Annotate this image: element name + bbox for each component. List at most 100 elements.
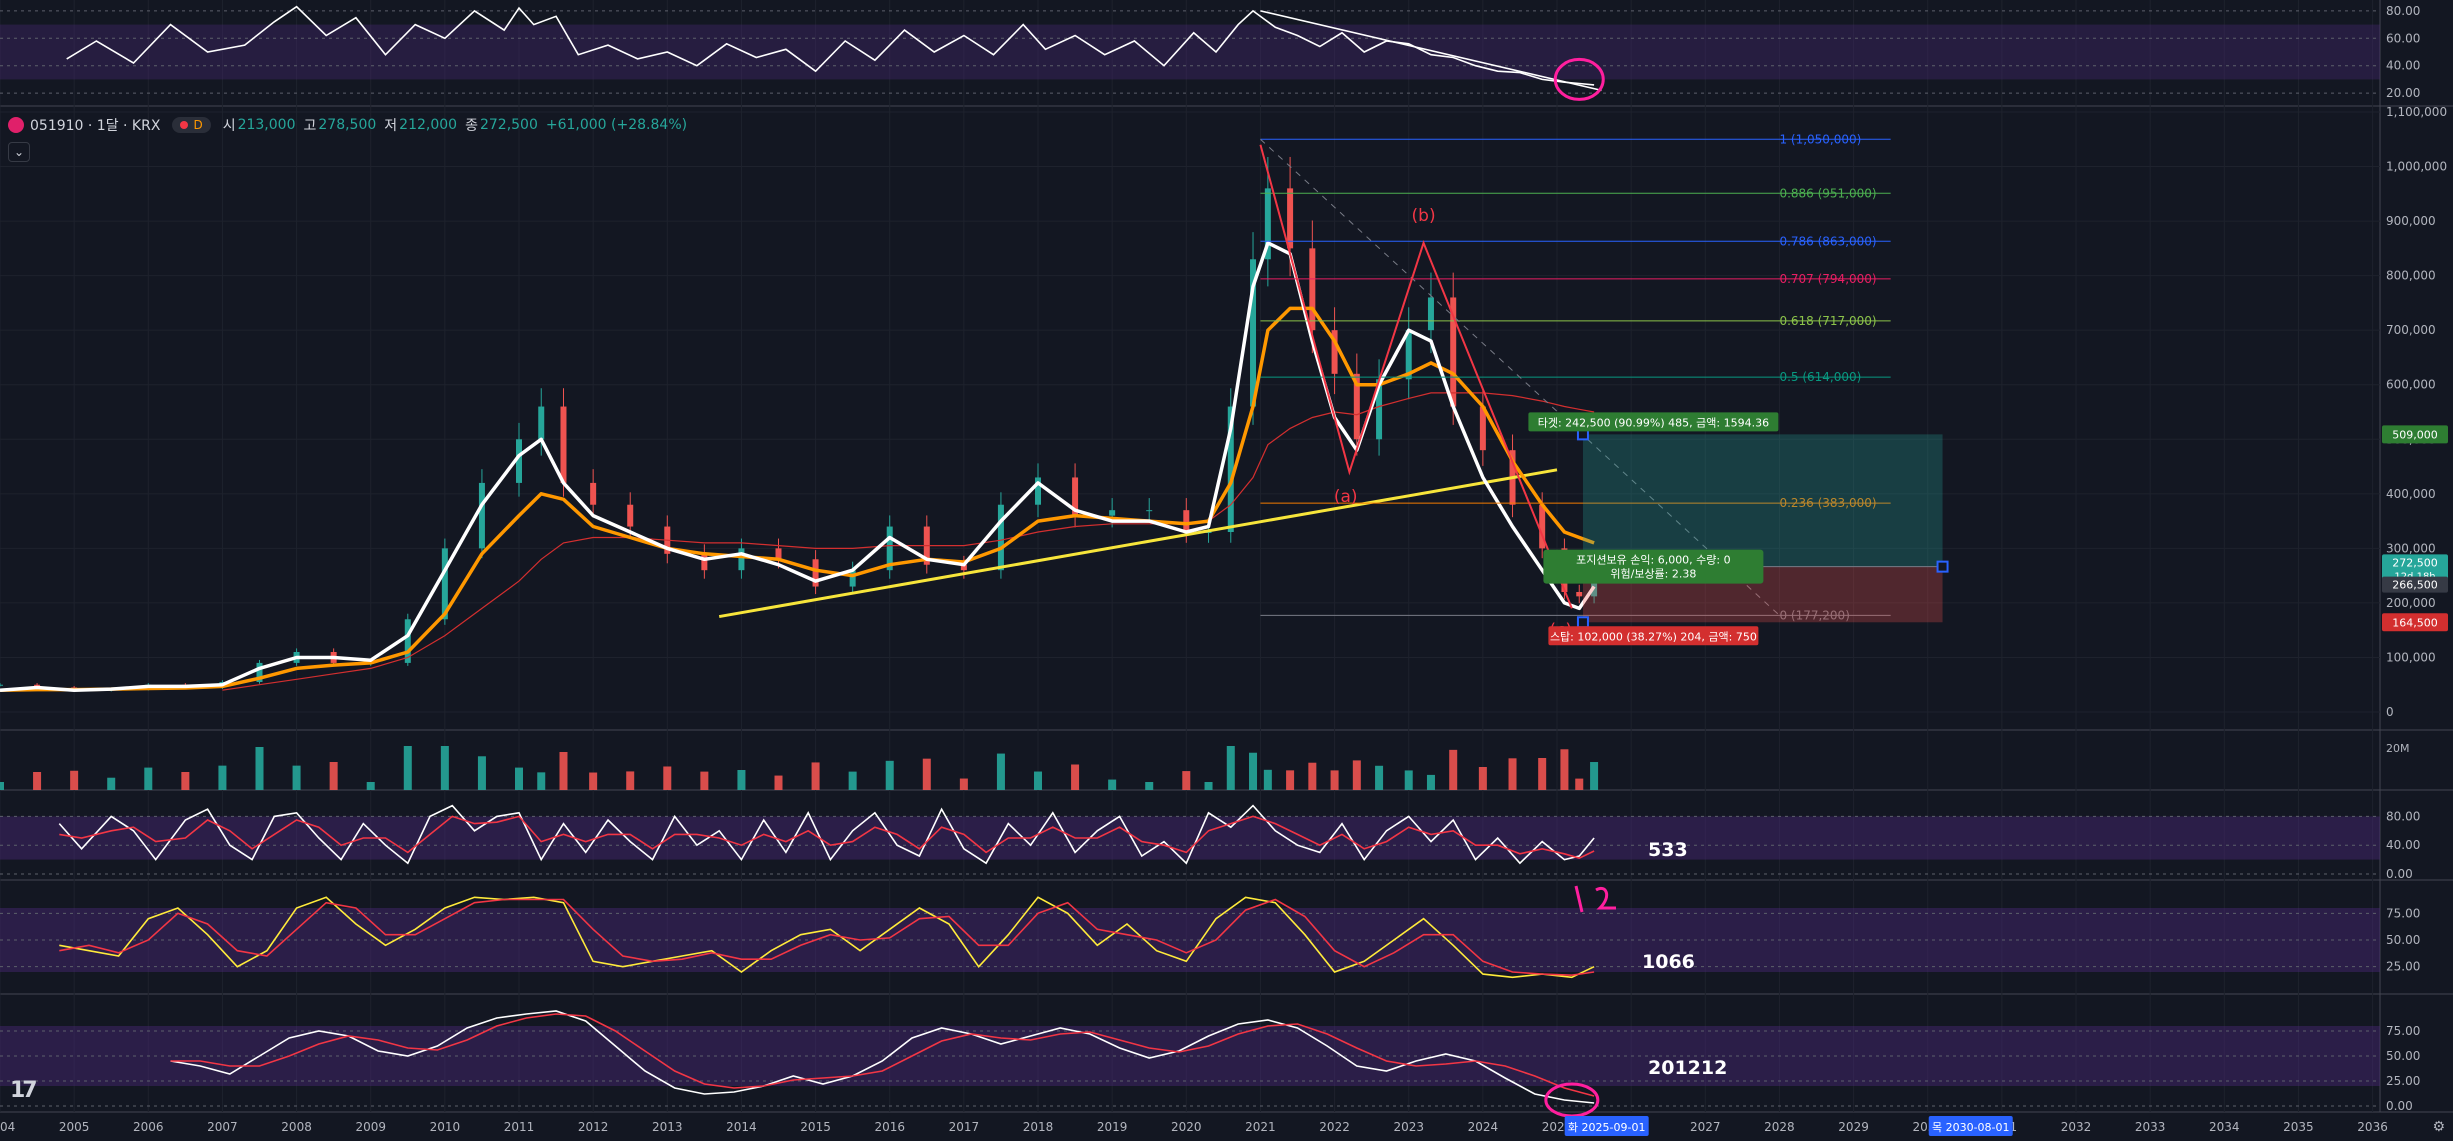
volume-bar bbox=[1590, 762, 1599, 790]
volume-bar bbox=[107, 777, 116, 790]
candle-body bbox=[1250, 259, 1257, 407]
candle-body bbox=[0, 684, 3, 686]
price-axis-tick: 700,000 bbox=[2386, 323, 2436, 337]
volume-bar bbox=[1249, 752, 1258, 790]
volume-axis-tick: 20M bbox=[2386, 742, 2410, 755]
badge-last: 272,500 bbox=[2392, 556, 2438, 569]
candle-body bbox=[1427, 297, 1434, 331]
top-axis-tick: 20.00 bbox=[2386, 86, 2420, 100]
stoch-axis-tick: 25.00 bbox=[2386, 1074, 2420, 1088]
volume-bar bbox=[1449, 749, 1458, 790]
volume-bar bbox=[366, 782, 375, 790]
time-axis-label: 2019 bbox=[1097, 1120, 1128, 1134]
change-value: +61,000 (+28.84%) bbox=[545, 117, 688, 133]
time-axis-label: 2032 bbox=[2061, 1120, 2092, 1134]
time-axis-label: 2005 bbox=[59, 1120, 90, 1134]
volume-bar bbox=[1071, 764, 1080, 790]
candle-body bbox=[627, 504, 634, 527]
time-axis-label: 2010 bbox=[430, 1120, 461, 1134]
volume-bar bbox=[1538, 758, 1547, 790]
status-pill[interactable]: D bbox=[172, 117, 211, 133]
fib-level-label: 0.786 (863,000) bbox=[1779, 234, 1876, 248]
volume-bar bbox=[70, 770, 79, 790]
volume-bar bbox=[1330, 770, 1339, 790]
time-axis-label: 2028 bbox=[1764, 1120, 1795, 1134]
price-axis-tick: 1,000,000 bbox=[2386, 160, 2447, 174]
stoch-annotation: 533 bbox=[1648, 839, 1688, 861]
volume-bar bbox=[33, 772, 42, 790]
candle-body bbox=[441, 548, 448, 620]
candle-body bbox=[1405, 330, 1412, 380]
price-axis-tick: 600,000 bbox=[2386, 378, 2436, 392]
stoch-line-main bbox=[170, 1010, 1595, 1104]
price-axis-tick: 800,000 bbox=[2386, 269, 2436, 283]
volume-bar bbox=[559, 752, 568, 790]
volume-bar bbox=[848, 771, 857, 790]
stoch-axis-tick: 0.00 bbox=[2386, 1099, 2413, 1113]
candle-body bbox=[1205, 532, 1212, 533]
volume-bar bbox=[885, 760, 894, 790]
badge-stop: 164,500 bbox=[2392, 616, 2438, 629]
fib-level-label: 1 (1,050,000) bbox=[1779, 132, 1861, 146]
time-axis-label: 2007 bbox=[207, 1120, 238, 1134]
stoch-band bbox=[0, 816, 2380, 860]
tradingview-logo-icon[interactable]: 17 bbox=[10, 1078, 38, 1103]
close-label: 종 bbox=[465, 118, 478, 134]
candle-body bbox=[560, 406, 567, 483]
gear-icon[interactable]: ⚙ bbox=[2432, 1119, 2445, 1135]
candle-body bbox=[1183, 510, 1190, 532]
candle-body bbox=[738, 548, 745, 571]
candle-body bbox=[886, 526, 893, 571]
time-axis-label: 2023 bbox=[1393, 1120, 1424, 1134]
badge-upper-bg bbox=[2382, 425, 2448, 444]
volume-bar bbox=[1352, 760, 1361, 790]
badge-stop-bg bbox=[2382, 613, 2448, 632]
volume-bar bbox=[996, 753, 1005, 790]
target-label-bg bbox=[1528, 412, 1779, 432]
volume-bar bbox=[1508, 758, 1517, 790]
candle-body bbox=[538, 406, 545, 440]
target-label: 타겟: 242,500 (90.99%) 485, 금액: 1594.36 bbox=[1538, 416, 1769, 429]
time-axis-label: 2016 bbox=[874, 1120, 905, 1134]
price-axis-tick: 900,000 bbox=[2386, 214, 2436, 228]
time-axis-label: 2014 bbox=[726, 1120, 757, 1134]
candle-body bbox=[812, 559, 819, 587]
candle-body bbox=[1035, 477, 1042, 505]
candle-body bbox=[849, 570, 856, 587]
badge-upper: 509,000 bbox=[2392, 428, 2438, 441]
volume-bar bbox=[626, 771, 635, 790]
volume-bar bbox=[700, 771, 709, 790]
low-label: 저 bbox=[384, 118, 398, 134]
symbol-title[interactable]: 051910 · 1달 · KRX bbox=[30, 118, 161, 134]
time-axis-label: 2033 bbox=[2135, 1120, 2166, 1134]
fib-level-label: 0.5 (614,000) bbox=[1779, 370, 1861, 384]
candle-body bbox=[1146, 510, 1153, 512]
candle-body bbox=[256, 662, 263, 682]
candle-body bbox=[960, 564, 967, 571]
volume-bar bbox=[1263, 769, 1272, 790]
data-delay-badge: D bbox=[193, 118, 203, 132]
oscillator-band bbox=[0, 24, 2380, 80]
stoch-axis-tick: 0.00 bbox=[2386, 867, 2413, 881]
volume-bar bbox=[1226, 746, 1235, 790]
stoch-axis-tick: 25.00 bbox=[2386, 960, 2420, 974]
price-axis-tick: 300,000 bbox=[2386, 541, 2436, 555]
wave-label: (a) bbox=[1334, 487, 1358, 507]
chevron-down-icon[interactable]: ⌄ bbox=[8, 142, 30, 162]
time-axis-label: 2015 bbox=[800, 1120, 831, 1134]
volume-bar bbox=[1204, 782, 1213, 790]
volume-bar bbox=[403, 746, 412, 790]
candle-body bbox=[590, 482, 597, 505]
volume-bar bbox=[1308, 762, 1317, 790]
candle-body bbox=[1331, 330, 1338, 374]
volume-bar bbox=[1034, 771, 1043, 790]
time-axis-label: 2024 bbox=[1468, 1120, 1499, 1134]
wave-label: (b) bbox=[1412, 206, 1436, 226]
time-axis-label: 2027 bbox=[1690, 1120, 1721, 1134]
volume-bar bbox=[589, 772, 598, 790]
time-badge-bg bbox=[1564, 1116, 1649, 1136]
volume-bar bbox=[537, 772, 546, 790]
volume-bar bbox=[922, 758, 931, 790]
stoch-axis-tick: 50.00 bbox=[2386, 1049, 2420, 1063]
